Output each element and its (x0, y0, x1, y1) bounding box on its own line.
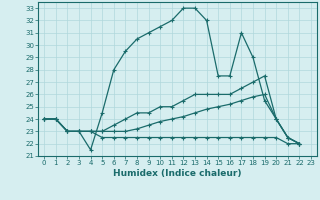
X-axis label: Humidex (Indice chaleur): Humidex (Indice chaleur) (113, 169, 242, 178)
